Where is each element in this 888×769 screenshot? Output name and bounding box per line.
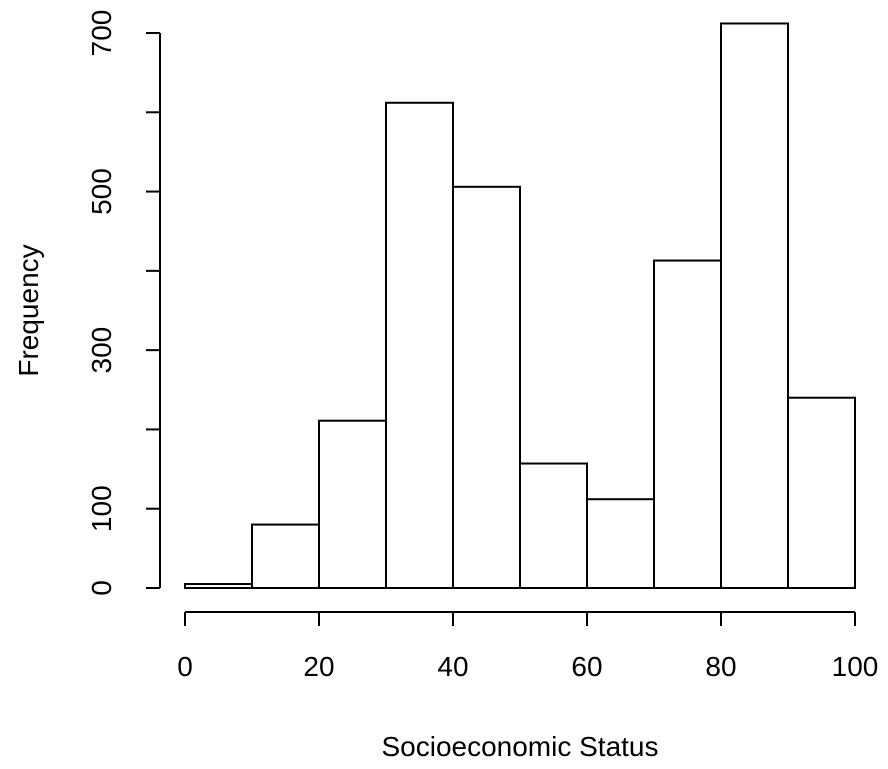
histogram-bar-7: [653, 259, 722, 589]
histogram-bar-4: [452, 185, 521, 589]
x-tick-label-0: 0: [177, 651, 193, 682]
x-tick-label-3: 60: [571, 651, 602, 682]
y-tick-label-7: 700: [86, 10, 117, 57]
histogram-bar-0: [184, 583, 253, 589]
histogram-bar-5: [519, 462, 588, 589]
x-axis: 0 20 40 60 80 100: [177, 611, 879, 682]
x-tick-label-5: 100: [832, 651, 879, 682]
x-tick-label-1: 20: [303, 651, 334, 682]
histogram-bars: [184, 22, 856, 590]
histogram-bar-8: [720, 22, 789, 589]
x-tick-label-2: 40: [437, 651, 468, 682]
histogram-bar-2: [318, 419, 387, 590]
histogram-bar-9: [787, 396, 856, 590]
y-tick-label-5: 500: [86, 168, 117, 215]
y-tick-label-3: 300: [86, 327, 117, 374]
y-tick-label-0: 0: [86, 580, 117, 596]
x-tick-label-4: 80: [705, 651, 736, 682]
histogram-bar-3: [385, 101, 454, 590]
histogram-bar-6: [586, 498, 655, 590]
y-axis-title: Frequency: [13, 244, 44, 376]
x-axis-title: Socioeconomic Status: [381, 731, 658, 762]
histogram-bar-1: [251, 523, 320, 589]
y-tick-label-1: 100: [86, 485, 117, 532]
y-axis: 0 100 300 500 700: [86, 10, 161, 596]
